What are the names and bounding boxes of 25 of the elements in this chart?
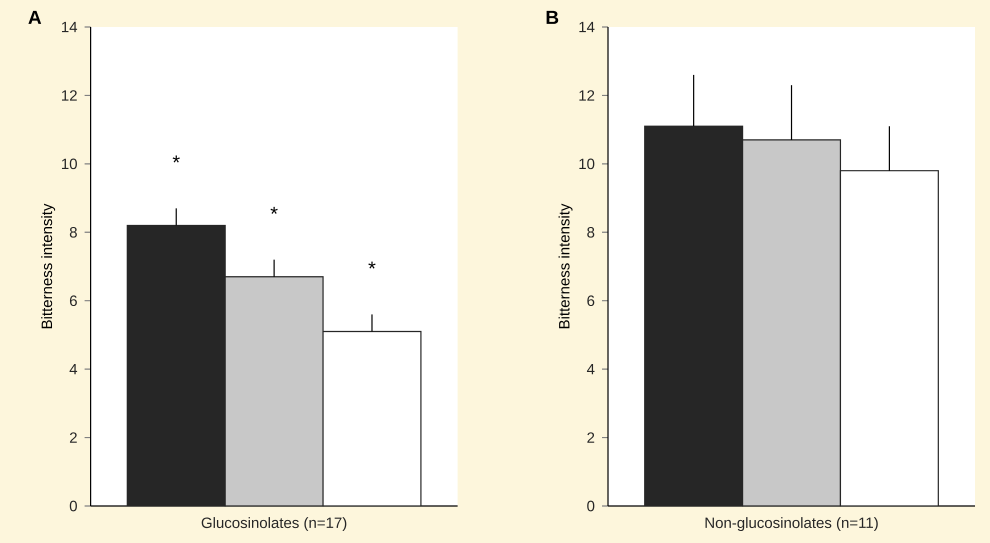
x-tick-label: Glucosinolates (n=17) xyxy=(202,517,346,532)
chart-title: A xyxy=(28,10,42,24)
y-axis-title: Bitterness intensity xyxy=(41,204,56,328)
y-tick-label: 4 xyxy=(70,364,78,374)
y-tick-label: 4 xyxy=(586,364,595,374)
y-tick-label: 0 xyxy=(587,500,594,512)
y-tick-label: 14 xyxy=(579,22,594,32)
y-tick-label: 14 xyxy=(62,22,78,32)
annotation: * xyxy=(368,262,376,269)
y-axis-title: Bitterness intensity xyxy=(558,204,573,328)
y-tick-label: 0 xyxy=(70,500,77,512)
y-tick-label: 2 xyxy=(70,432,77,443)
y-tick-label: 10 xyxy=(579,158,594,170)
y-tick-label: 6 xyxy=(587,295,594,306)
chart-title: B xyxy=(546,10,558,24)
y-tick-label: 12 xyxy=(579,90,594,101)
y-tick-label: 10 xyxy=(62,158,77,170)
y-tick-label: 6 xyxy=(70,295,77,306)
x-tick-label: Non-glucosinolates (n=11) xyxy=(706,517,878,532)
y-tick-label: 8 xyxy=(70,226,77,238)
y-tick-label: 8 xyxy=(587,226,594,238)
annotation: * xyxy=(172,156,180,163)
y-tick-label: 12 xyxy=(62,90,77,101)
annotation: * xyxy=(270,206,278,214)
y-tick-label: 2 xyxy=(587,432,594,443)
